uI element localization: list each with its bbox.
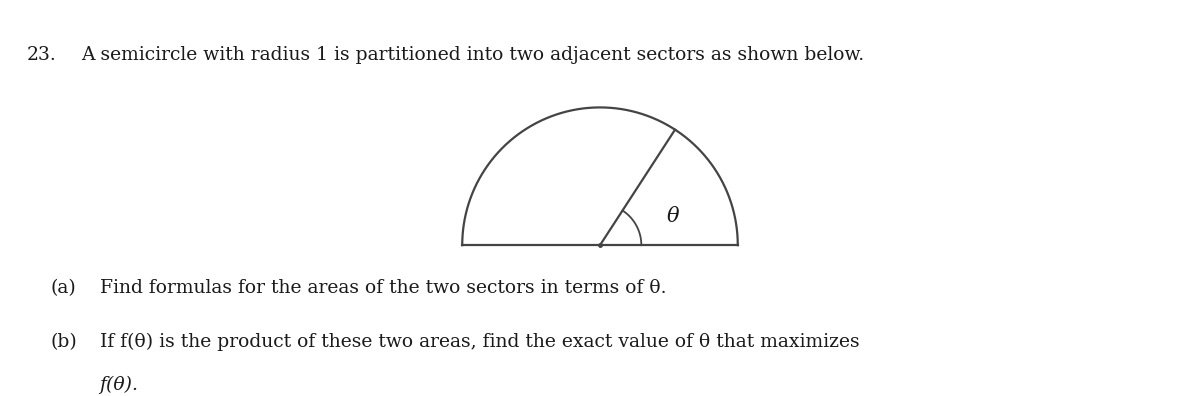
Text: f(θ).: f(θ). (100, 376, 139, 394)
Text: (b): (b) (50, 333, 77, 350)
Text: A semicircle with radius 1 is partitioned into two adjacent sectors as shown bel: A semicircle with radius 1 is partitione… (82, 46, 865, 63)
Text: (a): (a) (50, 279, 76, 297)
Text: 23.: 23. (26, 46, 56, 63)
Text: θ: θ (666, 207, 679, 226)
Text: If f(θ) is the product of these two areas, find the exact value of θ that maximi: If f(θ) is the product of these two area… (100, 333, 859, 351)
Text: Find formulas for the areas of the two sectors in terms of θ.: Find formulas for the areas of the two s… (100, 279, 666, 297)
